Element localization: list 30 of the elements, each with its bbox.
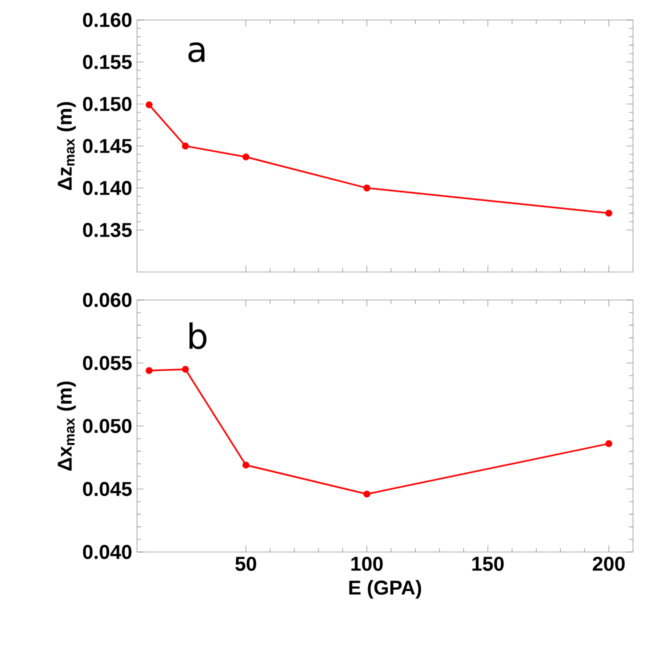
annotation: a	[188, 42, 204, 62]
point	[605, 210, 612, 217]
point	[182, 366, 189, 373]
x-tick-label: 150	[472, 556, 504, 571]
y-tick-label: 0.155	[83, 54, 132, 70]
y-tick-label: 0.150	[83, 96, 132, 112]
y-tick-label: 0.040	[83, 544, 132, 560]
y-tick-label: 0.135	[83, 222, 132, 238]
y-tick-label: 0.160	[83, 12, 132, 28]
annotation: b	[190, 322, 206, 350]
point	[146, 101, 153, 108]
point	[605, 440, 612, 448]
y-tick-label: 0.050	[83, 418, 132, 434]
x-tick-label: 50	[235, 556, 256, 571]
point	[242, 462, 250, 469]
point	[363, 490, 370, 498]
x-axis-title: E (GPA)	[349, 580, 422, 599]
point	[242, 153, 250, 160]
point	[363, 184, 370, 192]
point	[182, 142, 189, 150]
x-tick-label: 100	[351, 556, 383, 571]
y-axis-title: Δx$_{max}$ (m)	[57, 382, 76, 471]
y-tick-label: 0.055	[83, 356, 132, 370]
y-tick-label: 0.060	[83, 292, 132, 308]
y-tick-label: 0.140	[83, 180, 132, 196]
x-tick-label: 200	[592, 556, 625, 571]
y-tick-label: 0.045	[83, 482, 132, 496]
y-axis-title: Δz$_{max}$ (m)	[57, 102, 76, 190]
point	[146, 367, 153, 374]
y-tick-label: 0.145	[83, 138, 132, 154]
